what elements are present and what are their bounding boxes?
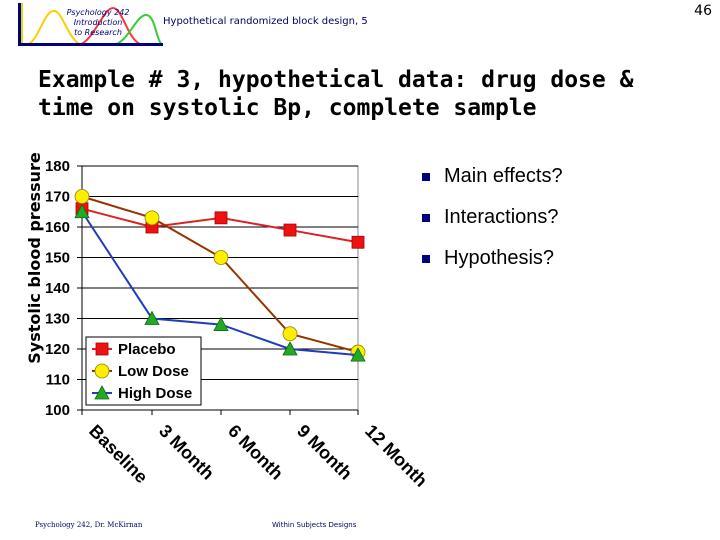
bullet-interactions: Interactions?	[420, 207, 563, 248]
data-point	[145, 211, 159, 225]
x-category-label: 9 Month	[293, 421, 356, 484]
legend-marker	[96, 343, 108, 355]
data-point	[214, 251, 228, 265]
square-bullet-icon	[422, 214, 430, 222]
legend: Placebo Low Dose High Dose	[86, 337, 201, 405]
y-tick-label: 120	[45, 341, 70, 358]
data-point	[215, 212, 227, 224]
data-point	[75, 190, 89, 204]
y-tick-label: 160	[45, 219, 70, 236]
footer-course: Within Subjects Designs	[272, 521, 356, 529]
data-point	[352, 236, 364, 248]
bullet-hypothesis: Hypothesis?	[420, 248, 563, 289]
legend-label: Low Dose	[118, 363, 189, 380]
x-category-label: 12 Month	[361, 421, 431, 491]
footer-author: Psychology 242, Dr. McKirnan	[35, 521, 142, 529]
legend-label: Placebo	[118, 341, 176, 358]
y-tick-label: 150	[45, 250, 70, 267]
bullet-text: Hypothesis?	[444, 247, 554, 269]
y-tick-label: 110	[46, 372, 70, 389]
bullet-text: Main effects?	[444, 165, 563, 187]
legend-label: High Dose	[118, 385, 192, 402]
bullet-text: Interactions?	[444, 206, 559, 228]
x-category-label: 6 Month	[224, 421, 287, 484]
square-bullet-icon	[422, 255, 430, 263]
bullet-list: Main effects? Interactions? Hypothesis?	[420, 166, 563, 289]
bullet-main-effects: Main effects?	[420, 166, 563, 207]
y-axis-label: Systolic blood pressure	[25, 152, 44, 364]
legend-marker	[95, 364, 109, 378]
y-tick-label: 180	[45, 158, 70, 175]
y-tick-label: 170	[45, 189, 70, 206]
data-point	[283, 327, 297, 341]
data-point	[284, 224, 296, 236]
y-tick-label: 140	[45, 280, 70, 297]
x-category-label: 3 Month	[155, 421, 218, 484]
y-tick-label: 100	[45, 402, 70, 419]
square-bullet-icon	[422, 173, 430, 181]
y-tick-label: 130	[45, 311, 70, 328]
x-category-label: Baseline	[85, 421, 152, 488]
